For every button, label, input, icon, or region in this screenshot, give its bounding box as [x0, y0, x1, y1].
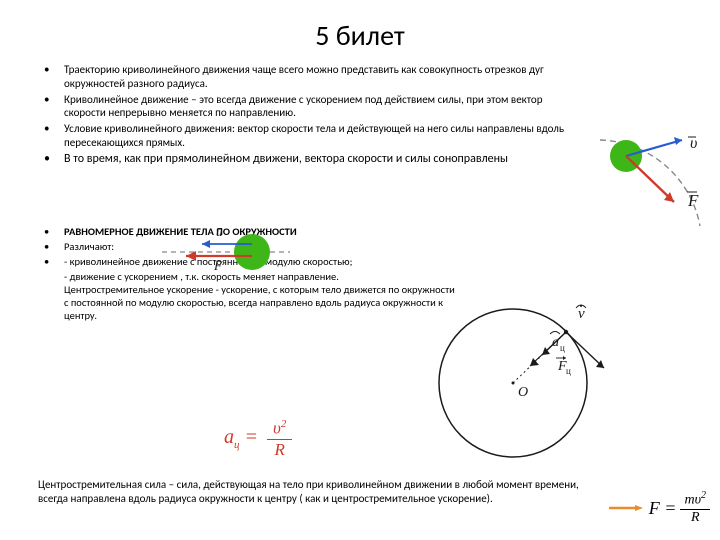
bullet-dot: • [38, 93, 64, 121]
bottom-paragraph: Центростремительная сила – сила, действу… [38, 478, 590, 506]
svg-text:ц: ц [566, 366, 571, 376]
svg-text:F̄: F̄ [213, 258, 223, 273]
bullet-dot: • [38, 225, 64, 238]
arrow-icon [609, 505, 643, 511]
bullet-dot: • [38, 240, 64, 253]
svg-text:F: F [687, 191, 699, 210]
bullet-dot: • [38, 255, 64, 268]
bullet-dot: • [38, 63, 64, 91]
bullet-dot: • [38, 152, 64, 167]
formula-centripetal-acceleration: aц = υ2 R [224, 418, 292, 460]
svg-text:ц: ц [560, 343, 565, 353]
svg-text:υ: υ [690, 135, 697, 152]
diagram-circle: O v a ц F ц [408, 278, 638, 468]
bullet-dot: • [38, 122, 64, 150]
diagram-mid: ū F̄ [156, 222, 296, 278]
bullet-text: Криволинейное движение – это всегда движ… [64, 93, 580, 121]
diagram-top: υ F [594, 130, 712, 238]
bottom-right-group: F = mυ2 R [609, 490, 710, 526]
page-title: 5 билет [0, 0, 720, 63]
svg-text:O: O [518, 385, 528, 400]
bullet-1: • Траекторию криволинейного движения чащ… [38, 63, 580, 91]
svg-text:v: v [578, 306, 585, 322]
bullet-text: В то время, как при прямолинейном движен… [64, 152, 580, 167]
bullet-2: • Криволинейное движение – это всегда дв… [38, 93, 580, 121]
bullet-4: • В то время, как при прямолинейном движ… [38, 152, 580, 167]
plain-2: Центростремительное ускорение - ускорени… [38, 283, 460, 322]
bullet-text: Траекторию криволинейного движения чаще … [64, 63, 580, 91]
bullet-3: • Условие криволинейного движения: векто… [38, 122, 580, 150]
formula-centripetal-force: F = mυ2 R [649, 490, 710, 526]
svg-text:ū: ū [216, 224, 223, 239]
bullet-text: Условие криволинейного движения: вектор … [64, 122, 580, 150]
